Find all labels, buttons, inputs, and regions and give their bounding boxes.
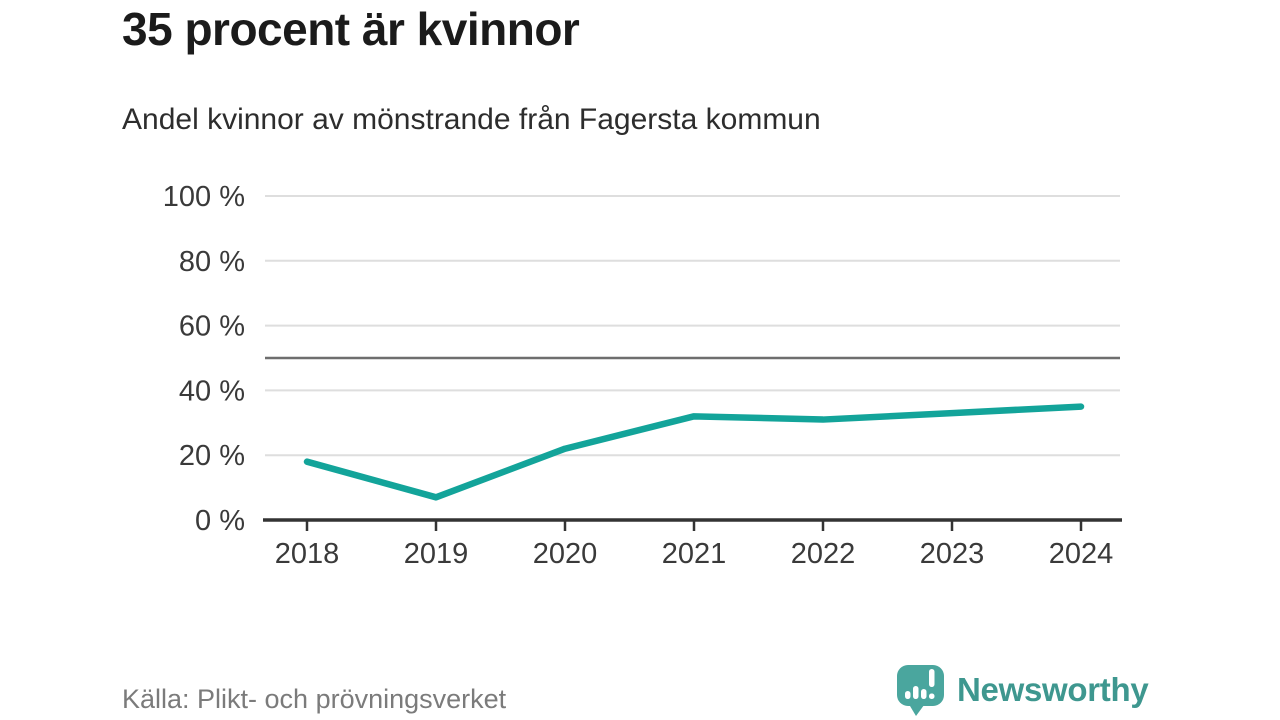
svg-text:80 %: 80 % [179, 246, 245, 278]
svg-text:2023: 2023 [920, 538, 985, 570]
svg-text:2021: 2021 [662, 538, 727, 570]
source-note: Källa: Plikt- och prövningsverket [122, 684, 507, 714]
svg-text:2024: 2024 [1049, 538, 1114, 570]
svg-text:40 %: 40 % [179, 375, 245, 407]
newsworthy-logo-icon [897, 665, 944, 716]
brand-name: Newsworthy [957, 671, 1149, 708]
chart-title: 35 procent är kvinnor [122, 3, 580, 55]
svg-text:20 %: 20 % [179, 440, 245, 472]
brand-logo: Newsworthy [894, 663, 1149, 716]
svg-text:0 %: 0 % [195, 505, 245, 537]
line-chart: 0 % 20 % 40 % 60 % 80 % 100 % 2018 2019 2020 2021… [163, 181, 1122, 570]
svg-text:2020: 2020 [533, 538, 598, 570]
svg-text:100 %: 100 % [163, 181, 245, 213]
svg-text:60 %: 60 % [179, 311, 245, 343]
svg-text:2022: 2022 [791, 538, 856, 570]
svg-text:2018: 2018 [275, 538, 340, 570]
svg-text:2019: 2019 [404, 538, 469, 570]
chart-subtitle: Andel kvinnor av mönstrande från Fagerst… [122, 103, 821, 136]
